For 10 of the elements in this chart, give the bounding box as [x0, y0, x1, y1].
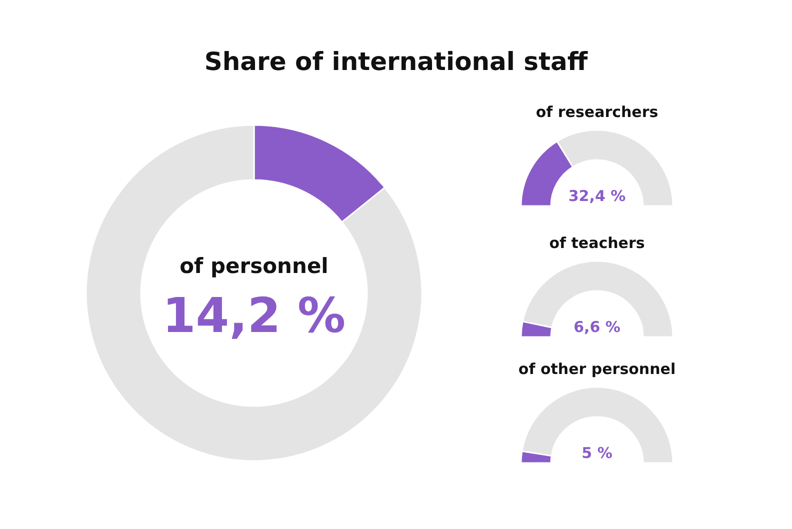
text: 5 % [582, 444, 612, 462]
text: of personnel [180, 254, 328, 278]
chart-title: of other personnel [518, 360, 676, 378]
donut-slice [85, 124, 423, 462]
text: 6,6 % [574, 318, 620, 336]
text: 14,2 % [162, 288, 346, 344]
text: 32,4 % [568, 187, 626, 205]
chart-title: of teachers [549, 234, 645, 252]
chart-title: Share of international staff [204, 47, 588, 76]
chart-title: of researchers [536, 103, 658, 121]
